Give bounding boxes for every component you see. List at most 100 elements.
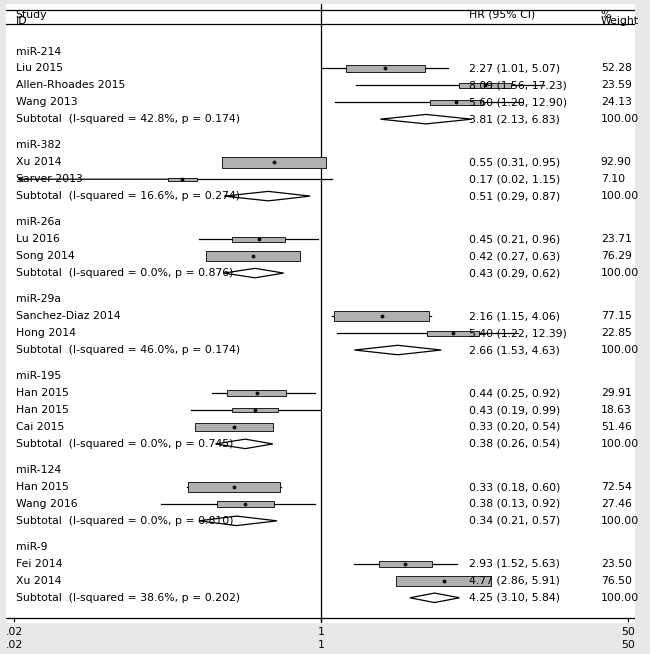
Bar (379, 561, 432, 566)
Text: 0.17 (0.02, 1.15): 0.17 (0.02, 1.15) (469, 174, 560, 184)
Text: 0.43 (0.29, 0.62): 0.43 (0.29, 0.62) (469, 268, 560, 278)
Text: .02: .02 (6, 627, 23, 637)
Bar (222, 157, 326, 167)
Text: 0.43 (0.19, 0.99): 0.43 (0.19, 0.99) (469, 405, 560, 415)
Text: Han 2015: Han 2015 (16, 482, 68, 492)
Text: 100.00: 100.00 (601, 439, 639, 449)
Text: Subtotal  (I-squared = 16.6%, p = 0.274): Subtotal (I-squared = 16.6%, p = 0.274) (16, 191, 240, 201)
Text: Wang 2013: Wang 2013 (16, 97, 77, 107)
Text: 4.25 (3.10, 5.84): 4.25 (3.10, 5.84) (469, 593, 560, 603)
Text: 100.00: 100.00 (601, 268, 639, 278)
Bar (428, 330, 479, 336)
Bar (206, 251, 300, 261)
Text: miR-26a: miR-26a (16, 217, 60, 228)
Text: Song 2014: Song 2014 (16, 251, 74, 261)
Text: Wang 2016: Wang 2016 (16, 499, 77, 509)
Bar (196, 423, 273, 431)
Bar (334, 311, 429, 321)
Text: 3.81 (2.13, 6.83): 3.81 (2.13, 6.83) (469, 114, 560, 124)
Text: ID: ID (16, 16, 27, 26)
Text: Subtotal  (I-squared = 38.6%, p = 0.202): Subtotal (I-squared = 38.6%, p = 0.202) (16, 593, 240, 603)
Text: Allen-Rhoades 2015: Allen-Rhoades 2015 (16, 80, 125, 90)
Text: miR-29a: miR-29a (16, 294, 60, 304)
Text: 4.77 (2.86, 5.91): 4.77 (2.86, 5.91) (469, 576, 560, 586)
Text: %: % (601, 10, 611, 20)
Text: Weight: Weight (601, 16, 639, 26)
Text: Han 2015: Han 2015 (16, 405, 68, 415)
Text: 7.10: 7.10 (601, 174, 625, 184)
Text: 100.00: 100.00 (601, 593, 639, 603)
Text: Subtotal  (I-squared = 42.8%, p = 0.174): Subtotal (I-squared = 42.8%, p = 0.174) (16, 114, 240, 124)
Text: Study: Study (16, 10, 47, 20)
Text: 76.29: 76.29 (601, 251, 632, 261)
Text: miR-124: miR-124 (16, 465, 61, 475)
Text: Hong 2014: Hong 2014 (16, 328, 75, 338)
Text: 2.93 (1.52, 5.63): 2.93 (1.52, 5.63) (469, 559, 560, 569)
Bar (430, 99, 483, 105)
Text: 1: 1 (318, 627, 324, 637)
Text: 22.85: 22.85 (601, 328, 632, 338)
Polygon shape (410, 593, 460, 602)
Polygon shape (216, 439, 273, 449)
Text: 0.55 (0.31, 0.95): 0.55 (0.31, 0.95) (469, 158, 560, 167)
Text: miR-195: miR-195 (16, 371, 61, 381)
Text: Subtotal  (I-squared = 46.0%, p = 0.174): Subtotal (I-squared = 46.0%, p = 0.174) (16, 345, 240, 355)
Text: 8.09 (1.56, 17.23): 8.09 (1.56, 17.23) (469, 80, 566, 90)
Text: 77.15: 77.15 (601, 311, 632, 321)
Text: Sanchez-Diaz 2014: Sanchez-Diaz 2014 (16, 311, 120, 321)
Bar (168, 178, 197, 181)
Text: Subtotal  (I-squared = 0.0%, p = 0.876): Subtotal (I-squared = 0.0%, p = 0.876) (16, 268, 233, 278)
Bar (217, 501, 274, 507)
Text: 5.60 (1.20, 12.90): 5.60 (1.20, 12.90) (469, 97, 567, 107)
Polygon shape (380, 114, 472, 124)
Text: 0.34 (0.21, 0.57): 0.34 (0.21, 0.57) (469, 516, 560, 526)
Polygon shape (224, 192, 310, 201)
Text: Fei 2014: Fei 2014 (16, 559, 62, 569)
Text: miR-9: miR-9 (16, 542, 47, 552)
Text: 100.00: 100.00 (601, 516, 639, 526)
Text: 5.40 (1.22, 12.39): 5.40 (1.22, 12.39) (469, 328, 566, 338)
Text: 0.38 (0.26, 0.54): 0.38 (0.26, 0.54) (469, 439, 560, 449)
Polygon shape (199, 516, 277, 526)
Text: Subtotal  (I-squared = 0.0%, p = 0.810): Subtotal (I-squared = 0.0%, p = 0.810) (16, 516, 233, 526)
Text: 0.33 (0.18, 0.60): 0.33 (0.18, 0.60) (469, 482, 560, 492)
Bar (232, 237, 285, 242)
Text: 2.27 (1.01, 5.07): 2.27 (1.01, 5.07) (469, 63, 560, 73)
Text: Cai 2015: Cai 2015 (16, 422, 64, 432)
Polygon shape (354, 345, 441, 354)
Text: Xu 2014: Xu 2014 (16, 158, 61, 167)
Text: 27.46: 27.46 (601, 499, 632, 509)
Text: 51.46: 51.46 (601, 422, 632, 432)
Text: 72.54: 72.54 (601, 482, 632, 492)
Text: Han 2015: Han 2015 (16, 388, 68, 398)
Text: 2.16 (1.15, 4.06): 2.16 (1.15, 4.06) (469, 311, 560, 321)
Text: 29.91: 29.91 (601, 388, 632, 398)
Text: 23.71: 23.71 (601, 234, 632, 244)
Bar (231, 407, 278, 413)
Text: miR-382: miR-382 (16, 141, 61, 150)
Text: 100.00: 100.00 (601, 114, 639, 124)
Text: 2.66 (1.53, 4.63): 2.66 (1.53, 4.63) (469, 345, 560, 355)
Text: 92.90: 92.90 (601, 158, 632, 167)
Text: 0.38 (0.13, 0.92): 0.38 (0.13, 0.92) (469, 499, 560, 509)
Text: 100.00: 100.00 (601, 345, 639, 355)
Text: 50: 50 (621, 627, 635, 637)
Text: Subtotal  (I-squared = 0.0%, p = 0.745): Subtotal (I-squared = 0.0%, p = 0.745) (16, 439, 233, 449)
Bar (459, 82, 512, 88)
Bar (396, 576, 491, 585)
Text: 23.59: 23.59 (601, 80, 632, 90)
Text: HR (95% CI): HR (95% CI) (469, 10, 535, 20)
Text: 52.28: 52.28 (601, 63, 632, 73)
Text: Xu 2014: Xu 2014 (16, 576, 61, 586)
Text: 0.51 (0.29, 0.87): 0.51 (0.29, 0.87) (469, 191, 560, 201)
Text: 0.44 (0.25, 0.92): 0.44 (0.25, 0.92) (469, 388, 560, 398)
Text: Lu 2016: Lu 2016 (16, 234, 60, 244)
Text: 76.50: 76.50 (601, 576, 632, 586)
Text: 18.63: 18.63 (601, 405, 632, 415)
Text: 0.45 (0.21, 0.96): 0.45 (0.21, 0.96) (469, 234, 560, 244)
Text: miR-214: miR-214 (16, 46, 61, 56)
Text: 0.42 (0.27, 0.63): 0.42 (0.27, 0.63) (469, 251, 560, 261)
Polygon shape (224, 268, 283, 278)
Text: Liu 2015: Liu 2015 (16, 63, 63, 73)
Text: Sarver 2013: Sarver 2013 (16, 174, 83, 184)
